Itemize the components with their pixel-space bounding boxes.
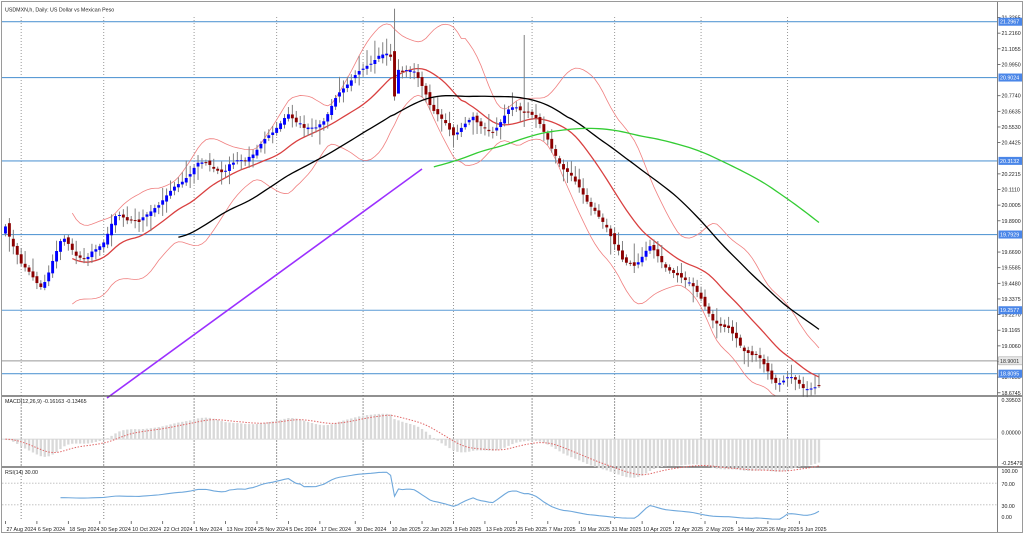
svg-text:19.6690: 19.6690 [1002,250,1021,256]
svg-text:10 Oct 2024: 10 Oct 2024 [132,527,161,533]
svg-text:6 Sep 2024: 6 Sep 2024 [38,527,65,533]
svg-text:3 Feb 2025: 3 Feb 2025 [454,527,481,533]
svg-text:22 Jan 2025: 22 Jan 2025 [423,527,452,533]
svg-text:19 Mar 2025: 19 Mar 2025 [580,527,610,533]
svg-text:0.00: 0.00 [1002,515,1012,521]
svg-text:19.8900: 19.8900 [1002,219,1021,225]
svg-text:19.2577: 19.2577 [1000,308,1019,314]
svg-text:5 Dec 2024: 5 Dec 2024 [289,527,316,533]
svg-text:100.00: 100.00 [1002,469,1018,475]
svg-text:21.2160: 21.2160 [1002,31,1021,37]
svg-text:21.1055: 21.1055 [1002,47,1021,53]
svg-text:18.9001: 18.9001 [1000,359,1019,365]
svg-text:18.8095: 18.8095 [1000,372,1019,378]
svg-text:10 Jan 2025: 10 Jan 2025 [392,527,421,533]
svg-text:MACD(12,26,9) -0.16163 -0.1346: MACD(12,26,9) -0.16163 -0.13465 [5,399,87,405]
svg-text:USDMXN,h, Daily: US Dollar vs: USDMXN,h, Daily: US Dollar vs Mexican Pe… [5,8,114,14]
svg-text:1 Nov 2024: 1 Nov 2024 [195,527,222,533]
svg-text:30 Sep 2024: 30 Sep 2024 [101,527,131,533]
svg-text:20.9950: 20.9950 [1002,62,1021,68]
svg-text:22 Apr 2025: 22 Apr 2025 [675,527,704,533]
svg-text:RSI(14) 30.00: RSI(14) 30.00 [5,470,38,476]
svg-text:22 Oct 2024: 22 Oct 2024 [164,527,193,533]
svg-text:20.2215: 20.2215 [1002,172,1021,178]
svg-text:20.6635: 20.6635 [1002,109,1021,115]
svg-text:70.00: 70.00 [1002,482,1015,488]
svg-text:14 May 2025: 14 May 2025 [737,527,768,533]
svg-text:20.0005: 20.0005 [1002,203,1021,209]
svg-text:19.7929: 19.7929 [1000,233,1019,239]
svg-text:5 Jun 2025: 5 Jun 2025 [800,527,826,533]
svg-text:20.1110: 20.1110 [1002,188,1020,194]
svg-text:18.6745: 18.6745 [1002,391,1021,397]
svg-text:20.9024: 20.9024 [1000,76,1019,82]
svg-text:20.3132: 20.3132 [1000,159,1019,165]
svg-text:0.39503: 0.39503 [1002,398,1021,404]
svg-text:26 May 2025: 26 May 2025 [769,527,800,533]
svg-text:-0.25479: -0.25479 [1002,461,1023,467]
svg-text:20.7740: 20.7740 [1002,94,1021,100]
svg-text:17 Dec 2024: 17 Dec 2024 [321,527,351,533]
svg-text:7 Mar 2025: 7 Mar 2025 [549,527,576,533]
svg-text:31 Mar 2025: 31 Mar 2025 [612,527,642,533]
svg-text:10 Apr 2025: 10 Apr 2025 [643,527,672,533]
svg-text:19.1165: 19.1165 [1002,328,1021,334]
svg-text:19.5585: 19.5585 [1002,266,1021,272]
svg-text:20.5530: 20.5530 [1002,125,1021,131]
svg-text:25 Nov 2024: 25 Nov 2024 [258,527,288,533]
svg-text:21.2967: 21.2967 [1000,20,1019,26]
svg-text:30.00: 30.00 [1002,504,1015,510]
svg-text:18 Sep 2024: 18 Sep 2024 [69,527,99,533]
svg-text:30 Dec 2024: 30 Dec 2024 [356,527,386,533]
svg-text:2 May 2025: 2 May 2025 [706,527,734,533]
svg-text:13 Feb 2025: 13 Feb 2025 [486,527,516,533]
svg-text:20.4425: 20.4425 [1002,141,1021,147]
svg-text:25 Feb 2025: 25 Feb 2025 [517,527,547,533]
svg-text:19.3375: 19.3375 [1002,297,1021,303]
svg-text:19.0060: 19.0060 [1002,344,1021,350]
svg-text:27 Aug 2024: 27 Aug 2024 [6,527,36,533]
svg-text:0.00000: 0.00000 [1002,431,1021,437]
svg-text:13 Nov 2024: 13 Nov 2024 [227,527,257,533]
svg-text:19.4480: 19.4480 [1002,281,1021,287]
